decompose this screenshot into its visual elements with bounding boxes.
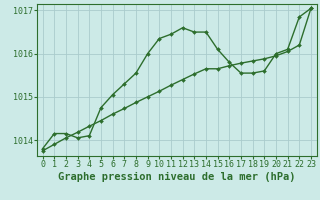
X-axis label: Graphe pression niveau de la mer (hPa): Graphe pression niveau de la mer (hPa)	[58, 172, 296, 182]
